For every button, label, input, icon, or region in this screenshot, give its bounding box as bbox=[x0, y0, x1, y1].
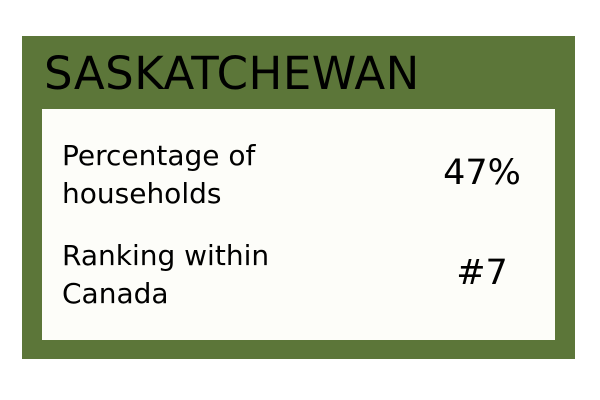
stat-label-percentage: Percentage of households bbox=[62, 139, 256, 210]
stat-value-ranking: #7 bbox=[456, 253, 508, 293]
stat-label-ranking: Ranking within Canada bbox=[62, 239, 270, 310]
province-card: SASKATCHEWAN Percentage of households 47… bbox=[22, 36, 575, 359]
stats-panel: Percentage of households 47% Ranking wit… bbox=[42, 109, 555, 340]
province-title: SASKATCHEWAN bbox=[44, 47, 420, 100]
stat-value-percentage: 47% bbox=[443, 153, 521, 193]
